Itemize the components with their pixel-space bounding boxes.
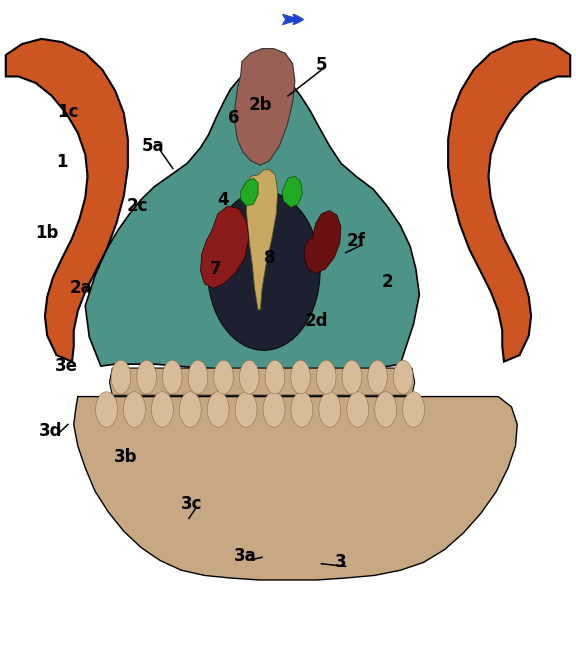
Text: 3: 3 bbox=[335, 553, 347, 572]
Text: 3c: 3c bbox=[180, 495, 202, 513]
Ellipse shape bbox=[179, 391, 201, 428]
Polygon shape bbox=[282, 176, 302, 207]
Ellipse shape bbox=[151, 391, 173, 428]
Ellipse shape bbox=[291, 391, 313, 428]
Ellipse shape bbox=[207, 391, 229, 428]
Ellipse shape bbox=[214, 360, 233, 394]
Text: 1c: 1c bbox=[57, 103, 79, 121]
Polygon shape bbox=[200, 206, 249, 288]
Ellipse shape bbox=[235, 391, 257, 428]
Text: 3a: 3a bbox=[233, 547, 256, 565]
Ellipse shape bbox=[291, 360, 310, 394]
Text: 2a: 2a bbox=[69, 279, 92, 297]
Text: 3e: 3e bbox=[55, 357, 78, 375]
Polygon shape bbox=[6, 39, 128, 362]
Polygon shape bbox=[109, 368, 415, 395]
Ellipse shape bbox=[265, 360, 285, 394]
Ellipse shape bbox=[403, 391, 425, 428]
Polygon shape bbox=[235, 49, 295, 165]
Text: 6: 6 bbox=[228, 109, 239, 127]
Ellipse shape bbox=[96, 391, 118, 428]
Ellipse shape bbox=[375, 391, 397, 428]
Ellipse shape bbox=[367, 360, 387, 394]
Text: 1b: 1b bbox=[36, 224, 59, 242]
Polygon shape bbox=[304, 211, 341, 273]
Polygon shape bbox=[448, 39, 570, 362]
Ellipse shape bbox=[137, 360, 157, 394]
Text: 2c: 2c bbox=[126, 197, 148, 215]
Text: 2f: 2f bbox=[347, 232, 365, 250]
Ellipse shape bbox=[316, 360, 336, 394]
Ellipse shape bbox=[347, 391, 369, 428]
Ellipse shape bbox=[240, 360, 259, 394]
Text: 8: 8 bbox=[264, 249, 275, 267]
Text: 2d: 2d bbox=[305, 312, 328, 330]
Ellipse shape bbox=[123, 391, 145, 428]
Ellipse shape bbox=[319, 391, 341, 428]
Text: 1: 1 bbox=[56, 153, 68, 171]
Text: 3d: 3d bbox=[39, 422, 62, 440]
Text: 2: 2 bbox=[381, 273, 393, 291]
Ellipse shape bbox=[162, 360, 182, 394]
Polygon shape bbox=[247, 170, 278, 310]
Ellipse shape bbox=[188, 360, 208, 394]
Ellipse shape bbox=[207, 192, 320, 350]
Text: 5a: 5a bbox=[141, 137, 164, 155]
Text: 5: 5 bbox=[316, 56, 327, 74]
Text: 2b: 2b bbox=[249, 96, 272, 114]
Ellipse shape bbox=[393, 360, 413, 394]
Text: 3b: 3b bbox=[114, 448, 137, 466]
Ellipse shape bbox=[263, 391, 285, 428]
Polygon shape bbox=[241, 178, 258, 206]
Ellipse shape bbox=[342, 360, 362, 394]
Ellipse shape bbox=[111, 360, 131, 394]
Text: 4: 4 bbox=[218, 191, 229, 209]
Polygon shape bbox=[85, 70, 419, 373]
Text: 7: 7 bbox=[210, 260, 222, 278]
Polygon shape bbox=[74, 397, 517, 580]
